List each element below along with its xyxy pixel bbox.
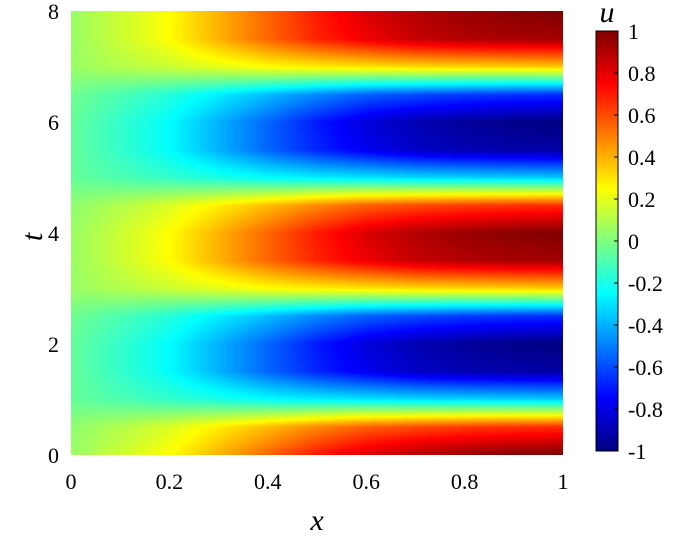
colorbar-border — [595, 30, 619, 452]
colorbar-tick-label: 0.8 — [628, 61, 656, 86]
y-axis-label: t — [16, 232, 49, 241]
colorbar-tick-label: 1 — [628, 19, 639, 44]
colorbar-label: u — [600, 0, 615, 29]
x-tick-label: 0.8 — [451, 469, 479, 494]
colorbar-tick-label: -0.4 — [628, 313, 663, 338]
y-tick-label: 2 — [48, 332, 59, 357]
y-tick-label: 4 — [48, 221, 59, 246]
colorbar — [596, 31, 618, 451]
x-axis-ticks: 0 0.2 0.4 0.6 0.8 1 — [66, 469, 569, 494]
colorbar-tick-label: -0.8 — [628, 397, 663, 422]
colorbar-ticks: 1 0.8 0.6 0.4 0.2 0 -0.2 -0.4 -0.6 -0.8 -1 — [614, 19, 663, 464]
colorbar-tick-label: -0.6 — [628, 355, 663, 380]
x-axis-label: x — [309, 504, 324, 537]
colorbar-tick-label: -1 — [628, 439, 646, 464]
x-tick-label: 0 — [66, 469, 77, 494]
y-axis-ticks: 0 2 4 6 8 — [48, 0, 59, 468]
colorbar-tick-label: -0.2 — [628, 271, 663, 296]
x-tick-label: 1 — [558, 469, 569, 494]
y-tick-label: 8 — [48, 0, 59, 24]
colorbar-tick-label: 0.4 — [628, 145, 656, 170]
x-tick-label: 0.4 — [254, 469, 282, 494]
y-tick-label: 6 — [48, 110, 59, 135]
heatmap-plot-area — [71, 11, 563, 455]
colorbar-tick-label: 0 — [628, 229, 639, 254]
y-tick-label: 0 — [48, 443, 59, 468]
x-tick-label: 0.2 — [156, 469, 184, 494]
colorbar-tick-label: 0.6 — [628, 103, 656, 128]
x-tick-label: 0.6 — [352, 469, 380, 494]
colorbar-tick-label: 0.2 — [628, 187, 656, 212]
